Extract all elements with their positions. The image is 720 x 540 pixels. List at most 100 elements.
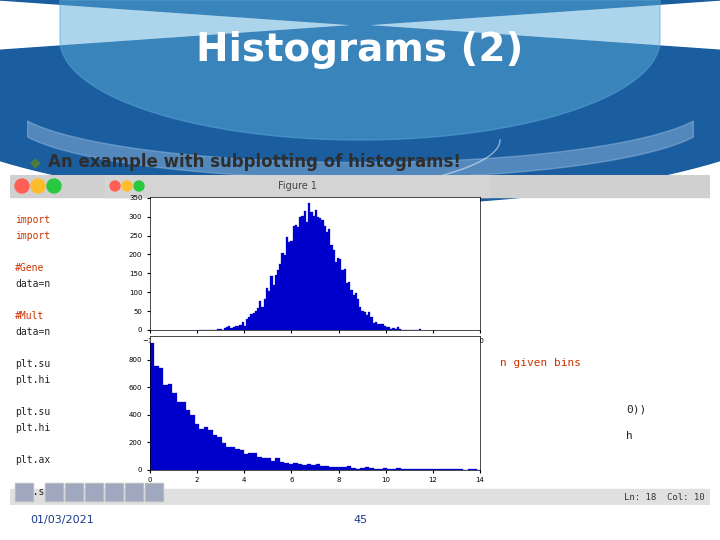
Text: data=n: data=n: [15, 327, 50, 337]
Bar: [16, 484, 32, 500]
Bar: [357, 299, 359, 330]
Bar: [317, 217, 319, 330]
Bar: [337, 258, 339, 330]
Bar: [395, 329, 397, 330]
Bar: [377, 324, 379, 330]
Bar: [293, 463, 298, 469]
Bar: [288, 242, 290, 330]
Bar: [264, 299, 266, 330]
Bar: [368, 312, 370, 330]
Text: #Mult: #Mult: [15, 311, 45, 321]
Text: 01/03/2021: 01/03/2021: [30, 515, 94, 525]
Bar: [177, 402, 181, 469]
Bar: [86, 484, 102, 500]
Bar: [259, 301, 261, 330]
Bar: [390, 329, 392, 330]
Bar: [266, 288, 268, 330]
Bar: [239, 325, 241, 330]
Bar: [66, 484, 82, 500]
Bar: [10, 175, 710, 197]
Bar: [262, 458, 266, 469]
Text: n given bins: n given bins: [500, 359, 581, 368]
Bar: [308, 203, 310, 330]
Bar: [46, 484, 62, 500]
Bar: [284, 463, 289, 469]
Bar: [333, 250, 335, 330]
Bar: [328, 230, 330, 330]
Bar: [15, 483, 33, 501]
Text: Ln: 18  Col: 10: Ln: 18 Col: 10: [624, 492, 705, 502]
Bar: [257, 308, 259, 330]
Bar: [359, 307, 361, 330]
Text: #Gene: #Gene: [15, 263, 45, 273]
Polygon shape: [0, 0, 720, 205]
Bar: [396, 468, 401, 469]
Bar: [302, 465, 307, 469]
Bar: [343, 467, 347, 469]
Bar: [312, 217, 315, 330]
Circle shape: [122, 181, 132, 191]
Bar: [251, 314, 253, 330]
Text: plt.hi: plt.hi: [15, 375, 50, 385]
Bar: [163, 385, 168, 469]
Bar: [204, 427, 208, 469]
Bar: [237, 326, 239, 330]
Bar: [244, 454, 248, 469]
Bar: [347, 467, 351, 469]
Circle shape: [134, 181, 144, 191]
Bar: [364, 312, 366, 330]
Bar: [208, 430, 212, 469]
Bar: [386, 327, 388, 330]
Bar: [346, 283, 348, 330]
Bar: [190, 415, 195, 469]
Bar: [235, 449, 240, 469]
Bar: [85, 483, 103, 501]
Bar: [233, 327, 235, 330]
Bar: [321, 220, 324, 330]
Bar: [284, 255, 286, 330]
Bar: [224, 328, 226, 330]
Text: ◆: ◆: [30, 155, 40, 169]
Bar: [326, 232, 328, 330]
Bar: [241, 322, 244, 330]
Text: Figure 1: Figure 1: [278, 181, 317, 191]
Bar: [388, 327, 390, 330]
Bar: [253, 453, 258, 469]
Bar: [351, 468, 356, 469]
Bar: [282, 253, 284, 330]
Bar: [172, 393, 177, 469]
Bar: [306, 222, 308, 330]
Bar: [226, 447, 230, 469]
Bar: [106, 484, 122, 500]
Bar: [379, 325, 382, 330]
Bar: [399, 329, 401, 330]
Bar: [268, 291, 271, 330]
Bar: [294, 225, 297, 330]
Bar: [348, 282, 351, 330]
Text: plt.sh: plt.sh: [15, 487, 50, 497]
Bar: [374, 322, 377, 330]
Bar: [333, 467, 338, 469]
Bar: [199, 429, 204, 469]
Text: plt.su: plt.su: [15, 407, 50, 417]
Bar: [280, 462, 284, 469]
Bar: [271, 275, 273, 330]
Bar: [302, 215, 304, 330]
Text: plt.ax: plt.ax: [15, 455, 50, 465]
Bar: [366, 315, 368, 330]
Bar: [329, 468, 333, 469]
Bar: [286, 238, 288, 330]
Text: h: h: [626, 431, 633, 441]
Bar: [273, 285, 275, 330]
Text: 45: 45: [353, 515, 367, 525]
Bar: [315, 210, 317, 330]
Bar: [392, 328, 395, 330]
Text: import: import: [15, 215, 50, 225]
Circle shape: [15, 179, 29, 193]
Bar: [126, 484, 142, 500]
Bar: [277, 270, 279, 330]
Bar: [338, 467, 343, 469]
Bar: [341, 269, 343, 330]
Bar: [261, 307, 264, 330]
Bar: [355, 293, 357, 330]
